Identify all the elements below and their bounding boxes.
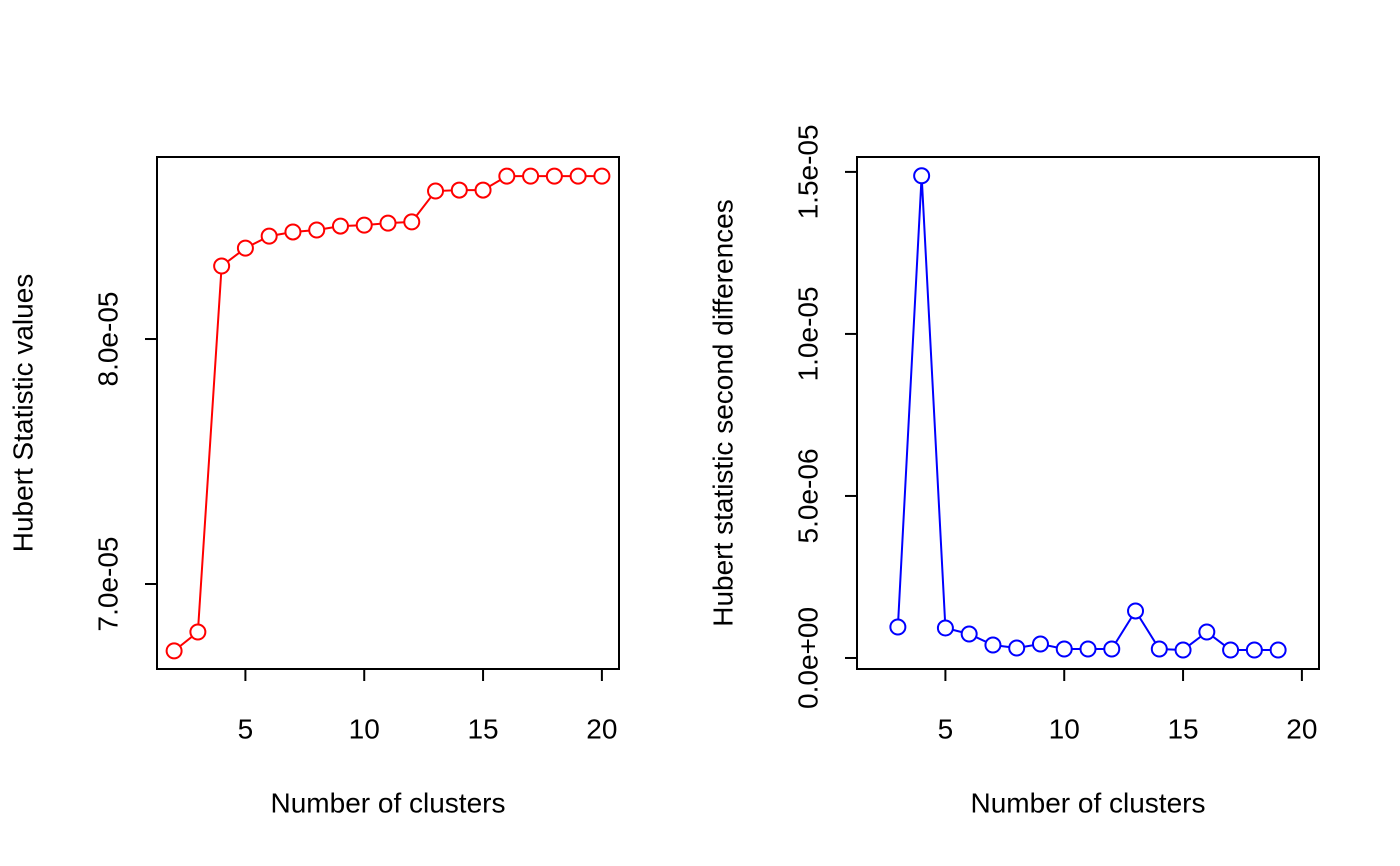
data-point [284,223,302,241]
x-tick-label: 20 [586,713,617,744]
data-line [896,175,1279,651]
data-point [403,213,421,231]
x-axis-label: Number of clusters [271,787,506,818]
data-point [569,167,587,185]
data-point [913,167,931,185]
data-point [379,214,397,232]
x-tick-label: 20 [1286,713,1317,744]
data-point [1031,635,1049,653]
data-point [498,167,516,185]
data-point [189,623,207,641]
x-tick-label: 10 [1049,713,1080,744]
data-point [1150,640,1168,658]
data-point [260,227,278,245]
data-point [522,167,540,185]
data-point [1198,623,1216,641]
x-tick-label: 10 [349,713,380,744]
data-point [889,618,907,636]
data-point [1055,640,1073,658]
data-point [1103,640,1121,658]
y-axis-label: Hubert statistic second differences [707,199,738,626]
plot-box [156,156,620,670]
x-tick-label: 15 [1167,713,1198,744]
y-tick-label: 1.0e-05 [792,286,823,381]
data-point [355,216,373,234]
y-tick-label: 5.0e-06 [792,448,823,543]
data-point [450,181,468,199]
data-point [308,221,326,239]
data-point [960,625,978,643]
data-point [545,167,563,185]
x-tick-label: 15 [467,713,498,744]
x-tick-label: 5 [938,713,954,744]
data-point [593,167,611,185]
y-tick-label: 1.5e-05 [792,124,823,219]
data-point [1008,639,1026,657]
y-axis-label: Hubert Statistic values [7,274,38,553]
y-tick-label: 8.0e-05 [92,292,123,387]
data-point [474,181,492,199]
data-point [1079,640,1097,658]
data-point [236,239,254,257]
data-point [984,636,1002,654]
plot-box [856,156,1320,670]
y-tick-label: 7.0e-05 [92,537,123,632]
x-tick-label: 5 [238,713,254,744]
data-point [1127,602,1145,620]
data-point [936,619,954,637]
data-point [213,257,231,275]
data-point [1269,641,1287,659]
x-axis-label: Number of clusters [971,787,1206,818]
data-point [1174,641,1192,659]
data-point [165,642,183,660]
data-point [331,217,349,235]
data-point [1245,641,1263,659]
data-point [427,182,445,200]
y-tick-label: 0.0e+00 [792,607,823,709]
data-point [1222,641,1240,659]
